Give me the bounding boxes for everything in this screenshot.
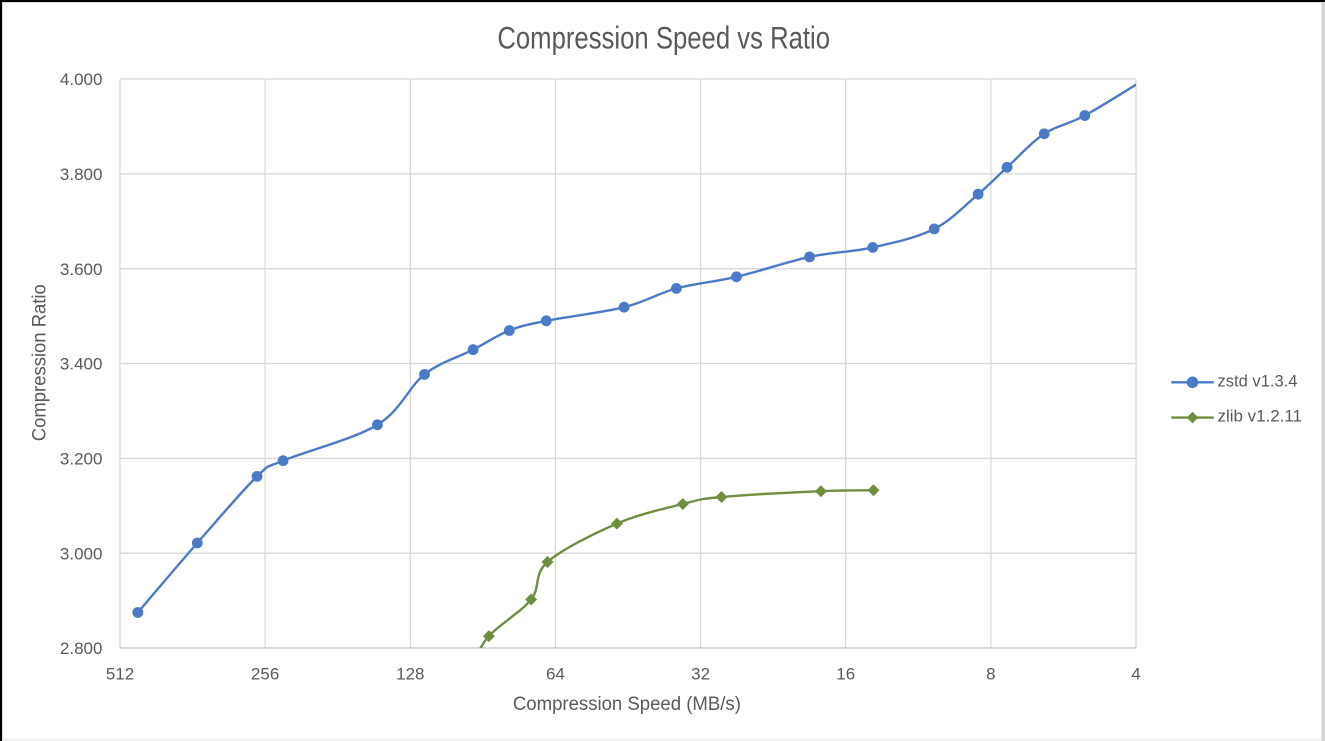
- svg-text:3.600: 3.600: [60, 260, 103, 279]
- svg-text:256: 256: [251, 664, 279, 683]
- svg-text:Compression Speed (MB/s): Compression Speed (MB/s): [513, 694, 741, 715]
- svg-text:8: 8: [986, 664, 995, 683]
- svg-text:32: 32: [691, 664, 710, 683]
- svg-text:Compression Speed vs Ratio: Compression Speed vs Ratio: [497, 20, 830, 56]
- svg-text:Compression Ratio: Compression Ratio: [30, 284, 51, 441]
- svg-text:zlib v1.2.11: zlib v1.2.11: [1218, 407, 1302, 426]
- svg-text:3.000: 3.000: [60, 544, 103, 563]
- svg-text:4.000: 4.000: [60, 70, 103, 89]
- svg-text:4: 4: [1131, 664, 1140, 683]
- svg-text:3.200: 3.200: [60, 449, 103, 468]
- svg-text:16: 16: [836, 664, 855, 683]
- svg-text:64: 64: [546, 664, 565, 683]
- svg-text:128: 128: [396, 664, 424, 683]
- svg-text:zstd v1.3.4: zstd v1.3.4: [1218, 372, 1298, 391]
- svg-text:3.800: 3.800: [60, 165, 103, 184]
- svg-text:3.400: 3.400: [60, 355, 103, 374]
- svg-text:2.800: 2.800: [60, 639, 103, 658]
- svg-text:512: 512: [106, 664, 134, 683]
